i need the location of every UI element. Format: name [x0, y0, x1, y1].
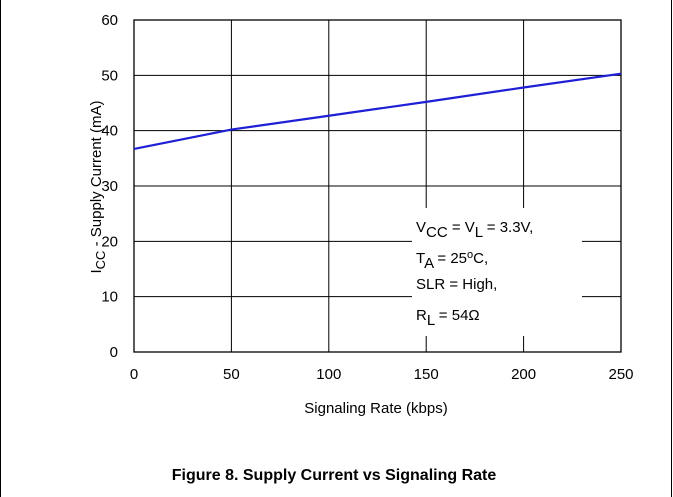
grid-lines — [134, 20, 621, 352]
annotation-background — [412, 208, 582, 336]
annotation-voltage: VCC = VL = 3.3V, — [416, 219, 533, 241]
series-group — [133, 72, 622, 151]
series-line — [133, 72, 622, 151]
y-tick-label: 40 — [101, 123, 118, 140]
y-tick-label: 30 — [101, 178, 118, 195]
annotation-slr: SLR = High, — [416, 276, 497, 293]
y-tick-label: 10 — [101, 289, 118, 306]
x-tick-label: 100 — [316, 366, 341, 383]
y-tick-label: 20 — [101, 233, 118, 250]
conditions-annotation: VCC = VL = 3.3V, TA = 25oC, SLR = High, … — [416, 219, 533, 329]
tick-labels: 0 50 100 150 200 250 0 10 20 30 40 50 60 — [101, 12, 633, 383]
x-tick-label: 250 — [608, 366, 633, 383]
x-tick-label: 0 — [130, 366, 138, 383]
plot-area — [133, 19, 622, 353]
annotation-load: RL = 54Ω — [416, 307, 480, 329]
y-axis-label: ICC - Supply Current (mA) — [88, 101, 108, 274]
x-tick-label: 150 — [414, 366, 439, 383]
x-tick-label: 50 — [223, 366, 240, 383]
annotation-temperature: TA = 25oC, — [416, 249, 488, 272]
x-axis-label: Signaling Rate (kbps) — [304, 400, 447, 417]
y-tick-label: 0 — [110, 344, 118, 361]
x-tick-label: 200 — [511, 366, 536, 383]
y-tick-label: 50 — [101, 67, 118, 84]
figure-caption: Figure 8. Supply Current vs Signaling Ra… — [172, 467, 497, 484]
y-tick-label: 60 — [101, 12, 118, 29]
